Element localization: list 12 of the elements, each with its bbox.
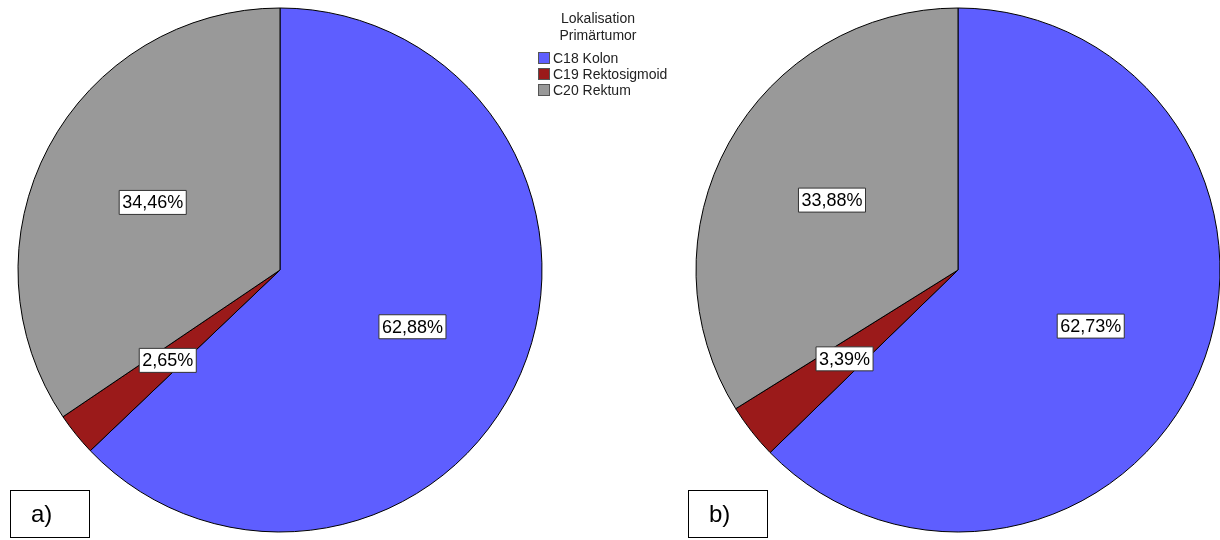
data-label: 62,73% [1060, 316, 1122, 337]
data-label: 33,88% [801, 190, 863, 211]
data-label: 2,65% [142, 350, 194, 371]
slice-label: C18 Kolon [553, 50, 619, 66]
data-label: 62,88% [381, 316, 443, 337]
text: b) [688, 490, 768, 538]
legend-label: C19 Rektosigmoid [553, 66, 668, 82]
data-label: 3,39% [819, 348, 871, 369]
legend-label: C20 Rektum [553, 82, 631, 98]
data-label: 34,46% [122, 192, 184, 213]
legend-title: Lokalisation Primärtumor [558, 10, 638, 44]
text: a) [10, 490, 90, 538]
